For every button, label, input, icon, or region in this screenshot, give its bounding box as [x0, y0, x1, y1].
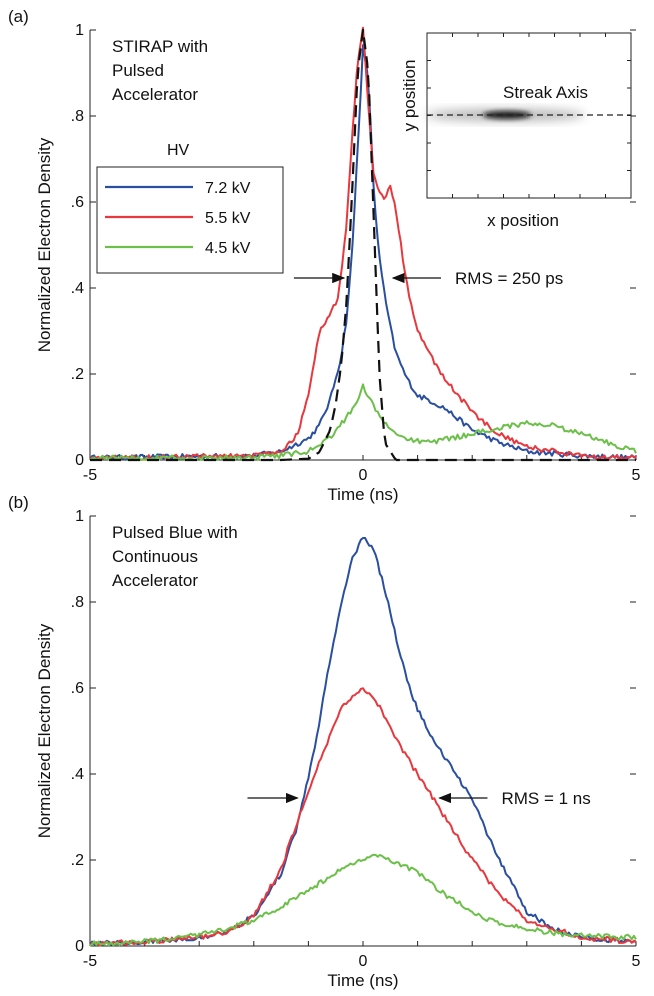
inset-y-label: y position — [400, 60, 419, 132]
x-tick-label: 5 — [632, 953, 641, 970]
panel-label: (b) — [8, 493, 29, 512]
y-tick-label: 0 — [75, 452, 84, 469]
series-line-fit — [90, 28, 636, 462]
legend-entry: 4.5 kV — [205, 240, 251, 257]
y-tick-label: .8 — [71, 594, 84, 611]
y-tick-label: .6 — [71, 194, 84, 211]
x-tick-label: 0 — [359, 953, 368, 970]
x-axis-label: Time (ns) — [327, 485, 398, 504]
annotation-line: Pulsed Blue with — [112, 523, 238, 542]
y-tick-label: .6 — [71, 680, 84, 697]
annotation-line: Accelerator — [112, 85, 198, 104]
series-line-72kV — [89, 44, 636, 461]
y-axis-label: Normalized Electron Density — [35, 137, 54, 352]
rms-label: RMS = 250 ps — [455, 269, 563, 288]
x-tick-label: 5 — [632, 467, 641, 484]
series-line-55kV — [89, 687, 637, 947]
legend-entry: 7.2 kV — [205, 180, 251, 197]
y-axis-label: Normalized Electron Density — [35, 623, 54, 838]
legend-box — [96, 166, 284, 274]
annotation-line: STIRAP with — [112, 37, 208, 56]
panel-label: (a) — [8, 7, 29, 26]
series-line-72kV — [89, 537, 637, 947]
x-tick-label: 0 — [359, 467, 368, 484]
y-tick-label: .2 — [71, 852, 84, 869]
annotation-line: Pulsed — [112, 61, 164, 80]
y-tick-label: 0 — [75, 938, 84, 955]
legend-entry: 5.5 kV — [205, 210, 251, 227]
x-axis-label: Time (ns) — [327, 971, 398, 990]
y-tick-label: 1 — [75, 508, 84, 525]
x-tick-label: -5 — [83, 467, 97, 484]
series-line-45kV — [89, 383, 637, 461]
inset-annotation: Streak Axis — [503, 83, 588, 102]
y-tick-label: 1 — [75, 22, 84, 39]
series-line-45kV — [89, 853, 637, 947]
rms-label: RMS = 1 ns — [501, 789, 590, 808]
annotation-line: Accelerator — [112, 571, 198, 590]
y-tick-label: .8 — [71, 108, 84, 125]
y-tick-label: .4 — [71, 766, 84, 783]
annotation-line: Continuous — [112, 547, 198, 566]
legend-title: HV — [167, 142, 190, 159]
x-tick-label: -5 — [83, 953, 97, 970]
y-tick-label: .4 — [71, 280, 84, 297]
inset-x-label: x position — [487, 211, 559, 230]
y-tick-label: .2 — [71, 366, 84, 383]
